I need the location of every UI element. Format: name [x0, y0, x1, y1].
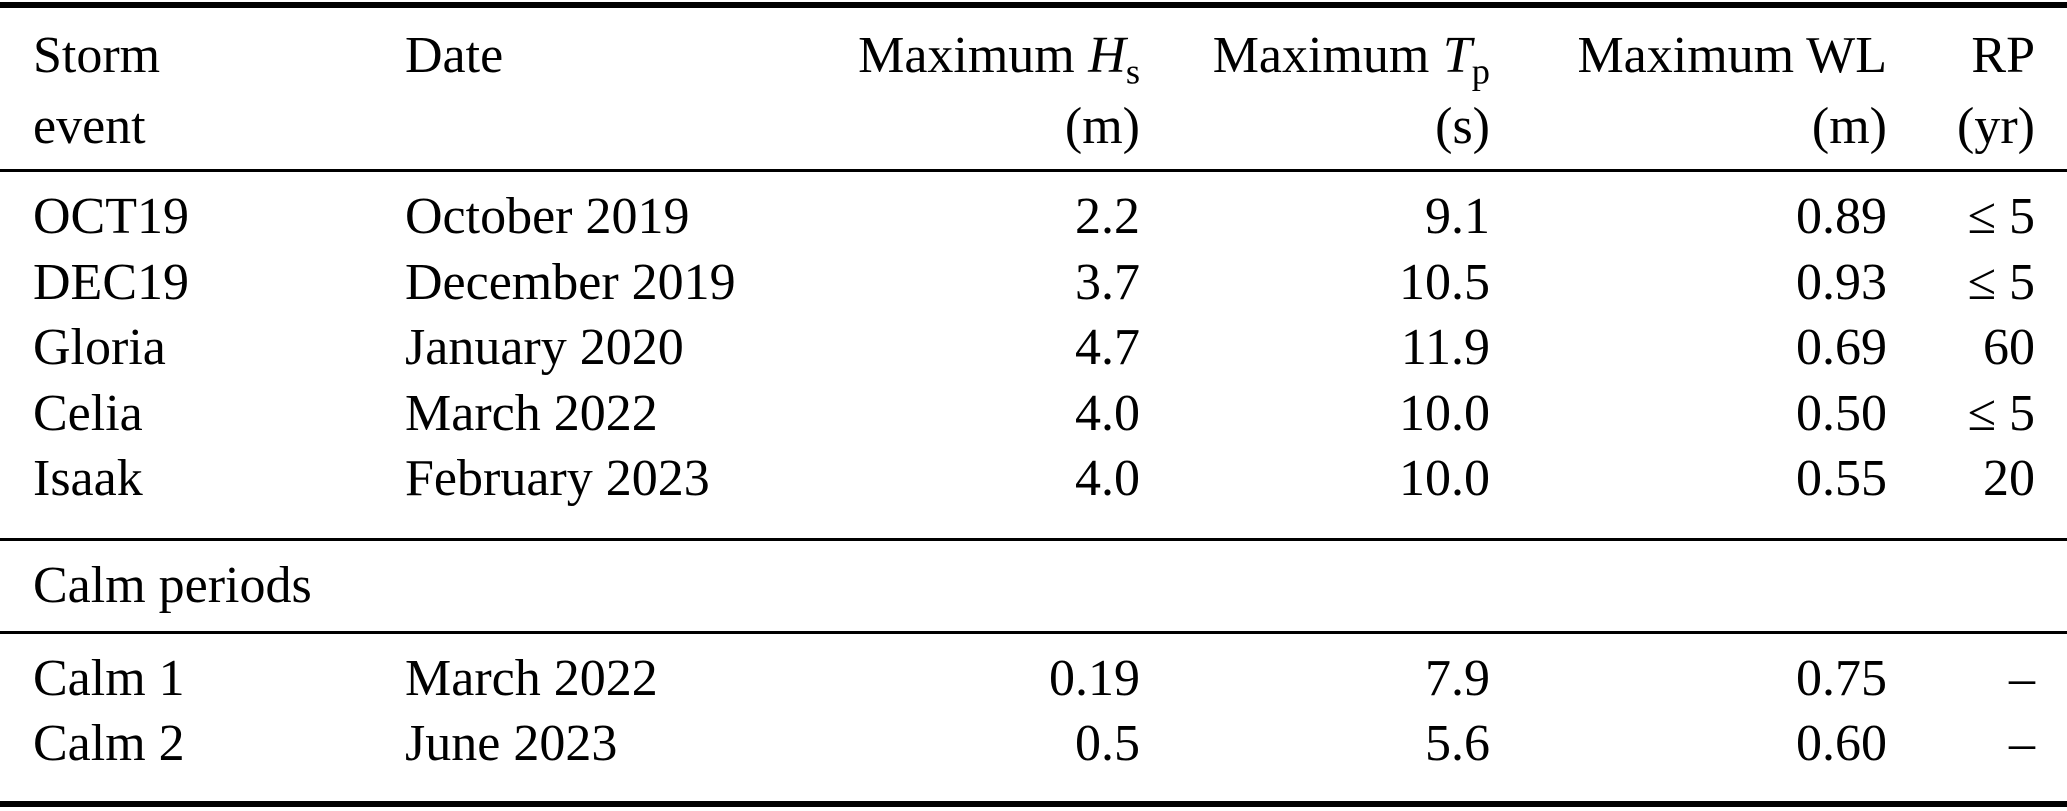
- header-max-wl-unit: (m): [1811, 98, 1887, 155]
- cell-date: January 2020: [405, 319, 684, 376]
- tp-subscript: p: [1471, 51, 1490, 92]
- cell-tp: 11.9: [1400, 319, 1490, 376]
- cell-event: Gloria: [33, 319, 166, 376]
- header-max-wl-label: Maximum WL: [1577, 27, 1887, 84]
- cell-hs: 4.0: [1075, 450, 1140, 507]
- header-storm-line2: event: [33, 98, 146, 155]
- header-rp-label: RP: [1971, 27, 2035, 84]
- cell-date: March 2022: [405, 649, 658, 707]
- cell-wl: 0.69: [1796, 319, 1887, 376]
- cell-event: Calm 1: [33, 649, 185, 707]
- table-row: Calm 2 June 2023 0.5 5.6 0.60 –: [0, 711, 2067, 777]
- cell-tp: 9.1: [1425, 188, 1490, 245]
- header-max-hs-prefix: Maximum: [858, 27, 1075, 84]
- header-max-hs-label: Maximum Hs: [740, 20, 1140, 91]
- cell-rp: ≤ 5: [1967, 253, 2035, 311]
- table-row: Isaak February 2023 4.0 10.0 0.55 20: [0, 446, 2067, 512]
- cell-rp: –: [2009, 715, 2035, 772]
- hs-subscript: s: [1125, 51, 1140, 92]
- cell-wl: 0.89: [1796, 188, 1887, 245]
- cell-hs: 0.19: [1049, 649, 1140, 707]
- table-row: Gloria January 2020 4.7 11.9 0.69 60: [0, 315, 2067, 381]
- cell-date: October 2019: [405, 188, 690, 245]
- header-date: Date: [405, 20, 740, 169]
- header-max-wl: Maximum WL (m): [1490, 20, 1887, 169]
- header-max-tp-label: Maximum Tp: [1140, 20, 1490, 91]
- cell-date: June 2023: [405, 715, 618, 772]
- header-date-unit-spacer: [405, 91, 740, 162]
- table-row: Calm 1 March 2022 0.19 7.9 0.75 –: [0, 646, 2067, 712]
- tp-symbol: T: [1442, 27, 1472, 84]
- cell-hs: 2.2: [1075, 188, 1140, 245]
- cell-event: Isaak: [33, 450, 143, 507]
- cell-rp: ≤ 5: [1967, 188, 2035, 245]
- cell-date: February 2023: [405, 450, 710, 507]
- cell-tp: 10.5: [1399, 253, 1490, 311]
- calm-periods-section-label: Calm periods: [0, 537, 2067, 634]
- header-storm-event: Storm event: [0, 20, 405, 169]
- table-row: DEC19 December 2019 3.7 10.5 0.93 ≤ 5: [0, 250, 2067, 316]
- calm-periods-label: Calm periods: [33, 556, 312, 614]
- cell-date: December 2019: [405, 253, 736, 311]
- table-header-row: Storm event Date Maximum Hs (m) Maximum Tp…: [0, 8, 2067, 169]
- header-storm-line1: Storm: [33, 27, 161, 84]
- cell-wl: 0.55: [1796, 450, 1887, 507]
- header-max-hs-unit: (m): [1064, 98, 1140, 155]
- calm-rows-section: Calm 1 March 2022 0.19 7.9 0.75 – Calm 2…: [0, 634, 2067, 807]
- cell-event: Calm 2: [33, 715, 185, 772]
- header-max-tp-prefix: Maximum: [1212, 27, 1430, 84]
- table-row: Celia March 2022 4.0 10.0 0.50 ≤ 5: [0, 381, 2067, 447]
- cell-date: March 2022: [405, 384, 658, 442]
- cell-tp: 10.0: [1399, 384, 1490, 442]
- table-row: OCT19 October 2019 2.2 9.1 0.89 ≤ 5: [0, 184, 2067, 250]
- hs-symbol: H: [1088, 27, 1126, 84]
- cell-event: DEC19: [33, 253, 189, 311]
- header-max-tp-unit: (s): [1435, 98, 1490, 155]
- cell-wl: 0.60: [1796, 715, 1887, 772]
- top-rule: [0, 2, 2067, 8]
- cell-event: OCT19: [33, 188, 189, 245]
- cell-tp: 5.6: [1425, 715, 1490, 772]
- header-max-hs: Maximum Hs (m): [740, 20, 1140, 169]
- cell-hs: 0.5: [1075, 715, 1140, 772]
- cell-event: Celia: [33, 384, 143, 442]
- storm-rows-section: OCT19 October 2019 2.2 9.1 0.89 ≤ 5 DEC1…: [0, 169, 2067, 538]
- cell-wl: 0.93: [1796, 253, 1887, 311]
- header-max-tp: Maximum Tp (s): [1140, 20, 1490, 169]
- header-date-label: Date: [405, 27, 504, 84]
- cell-rp: 60: [1983, 319, 2035, 376]
- cell-wl: 0.50: [1796, 384, 1887, 442]
- cell-hs: 4.0: [1075, 384, 1140, 442]
- cell-hs: 3.7: [1075, 253, 1140, 311]
- cell-rp: –: [2009, 649, 2035, 707]
- header-rp: RP (yr): [1887, 20, 2035, 169]
- cell-tp: 10.0: [1399, 450, 1490, 507]
- cell-wl: 0.75: [1796, 649, 1887, 707]
- cell-rp: 20: [1983, 450, 2035, 507]
- header-rp-unit: (yr): [1957, 98, 2035, 155]
- cell-hs: 4.7: [1075, 319, 1140, 376]
- cell-rp: ≤ 5: [1967, 384, 2035, 442]
- cell-tp: 7.9: [1425, 649, 1490, 707]
